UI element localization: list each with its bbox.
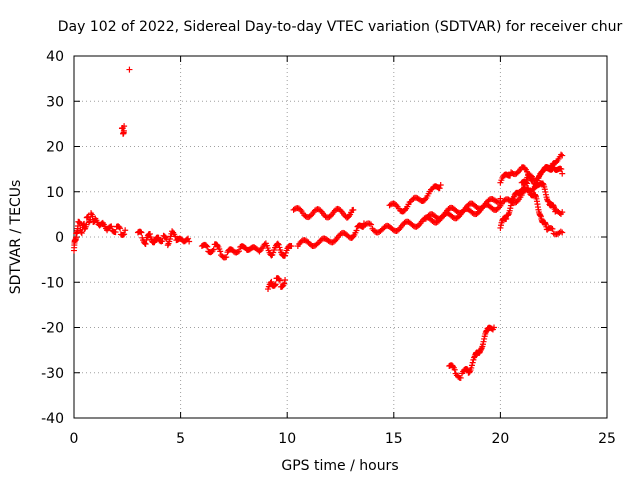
- y-tick-label: -10: [41, 275, 64, 291]
- data-segment: [422, 195, 504, 222]
- x-axis-title: GPS time / hours: [281, 458, 398, 474]
- data-segment: [134, 228, 193, 249]
- data-segment: [198, 240, 295, 261]
- y-tick-label: -20: [41, 321, 64, 337]
- data-point-markers: [265, 275, 289, 293]
- data-segment: [518, 178, 566, 238]
- data-segment: [446, 324, 498, 381]
- data-segment: [386, 181, 444, 215]
- data-point-markers: [71, 210, 129, 254]
- data-segment: [126, 66, 133, 73]
- x-tick-label: 15: [385, 431, 403, 447]
- data-point-markers: [198, 240, 295, 261]
- data-point-markers: [134, 228, 193, 249]
- chart-title: Day 102 of 2022, Sidereal Day-to-day VTE…: [58, 19, 623, 35]
- series-sdtvar: [71, 66, 566, 381]
- axis-ticks: 0 5 10 15 20 25 -40 -30 -20 -10 0 10 20 30 40: [41, 49, 616, 447]
- x-tick-label: 25: [598, 431, 616, 447]
- data-point-markers: [290, 205, 357, 221]
- data-segment: [265, 275, 289, 293]
- data-segment: [118, 123, 128, 137]
- data-point-markers: [126, 66, 133, 73]
- data-segment: [294, 220, 367, 250]
- x-tick-label: 10: [278, 431, 296, 447]
- data-point-markers: [497, 164, 566, 186]
- y-tick-label: 0: [55, 230, 64, 246]
- data-segment: [71, 210, 129, 254]
- y-tick-label: 20: [46, 140, 64, 156]
- data-point-markers: [518, 178, 566, 238]
- data-segment: [290, 205, 357, 221]
- data-point-markers: [386, 181, 444, 215]
- data-point-markers: [118, 123, 128, 137]
- y-tick-label: 30: [46, 94, 64, 110]
- x-tick-label: 0: [70, 431, 79, 447]
- y-tick-label: 10: [46, 185, 64, 201]
- data-segment: [497, 164, 566, 186]
- y-tick-label: -40: [41, 411, 64, 427]
- data-point-markers: [422, 195, 504, 222]
- x-tick-label: 5: [176, 431, 185, 447]
- y-tick-label: -30: [41, 366, 64, 382]
- data-point-markers: [294, 220, 367, 250]
- y-axis-title: SDTVAR / TECUs: [8, 180, 24, 295]
- data-point-markers: [446, 324, 498, 381]
- gridlines: [74, 56, 607, 418]
- x-tick-label: 20: [491, 431, 509, 447]
- y-tick-label: 40: [46, 49, 64, 65]
